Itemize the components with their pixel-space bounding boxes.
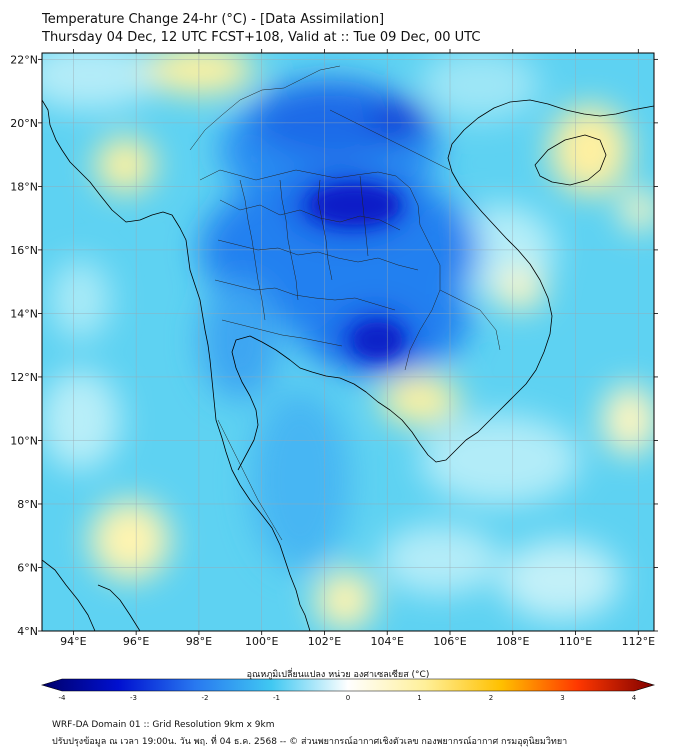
map-title: Temperature Change 24-hr (°C) - [Data As…	[42, 12, 385, 27]
lon-label-2: 98°E	[186, 635, 212, 648]
colorbar-label-3: -1	[273, 694, 280, 702]
colorbar-label-6: 2	[489, 694, 493, 702]
lat-label-2: 8°N	[17, 498, 38, 511]
colorbar-title: อุณหภูมิเปลี่ยนแปลง หน่วย องศาเซลเซียส (…	[246, 670, 430, 680]
colorbar-label-5: 1	[417, 694, 421, 702]
borders	[189, 65, 501, 541]
footer-credits: ปรับปรุงข้อมูล ณ เวลา 19:00น. วัน พฤ. ที…	[52, 737, 568, 747]
map-gridlines	[42, 53, 654, 631]
colorbar-ticks: -4 -3 -2 -1 0 1 2 3 4	[59, 694, 637, 702]
lon-label-0: 94°E	[60, 635, 86, 648]
lon-label-6: 106°E	[433, 635, 466, 648]
lat-label-9: 22°N	[10, 53, 38, 66]
lat-label-5: 14°N	[10, 307, 38, 320]
colorbar-label-2: -2	[202, 694, 209, 702]
lat-label-1: 6°N	[17, 561, 38, 574]
colorbar: -4 -3 -2 -1 0 1 2 3 4	[40, 678, 656, 702]
lon-label-4: 102°E	[308, 635, 341, 648]
colorbar-bar	[40, 678, 656, 692]
colorbar-label-1: -3	[130, 694, 137, 702]
lat-label-7: 18°N	[10, 180, 38, 193]
lon-label-9: 112°E	[622, 635, 655, 648]
lat-label-4: 12°N	[10, 371, 38, 384]
map-frame	[41, 52, 655, 632]
lat-label-0: 4°N	[17, 625, 38, 638]
lat-label-8: 20°N	[10, 117, 38, 130]
lat-label-6: 16°N	[10, 244, 38, 257]
lon-label-1: 96°E	[123, 635, 149, 648]
lon-label-8: 110°E	[559, 635, 592, 648]
lat-label-3: 10°N	[10, 434, 38, 447]
temperature-field	[42, 53, 654, 631]
lon-label-5: 104°E	[371, 635, 404, 648]
coastlines	[42, 99, 654, 631]
colorbar-label-0: -4	[59, 694, 67, 702]
lon-label-3: 100°E	[245, 635, 278, 648]
axis-ticks	[38, 49, 658, 635]
colorbar-label-7: 3	[560, 694, 564, 702]
colorbar-label-4: 0	[346, 694, 350, 702]
map-subtitle: Thursday 04 Dec, 12 UTC FCST+108, Valid …	[42, 30, 481, 45]
lon-label-7: 108°E	[496, 635, 529, 648]
longitude-labels: 94°E 96°E 98°E 100°E 102°E 104°E 106°E 108°E 110…	[60, 635, 655, 648]
colorbar-label-8: 4	[632, 694, 637, 702]
footer-domain-info: WRF-DA Domain 01 :: Grid Resolution 9km …	[52, 720, 275, 730]
latitude-labels: 4°N 6°N 8°N 10°N 12°N 14°N 16°N 18°N 20°N 22°N	[10, 53, 38, 638]
